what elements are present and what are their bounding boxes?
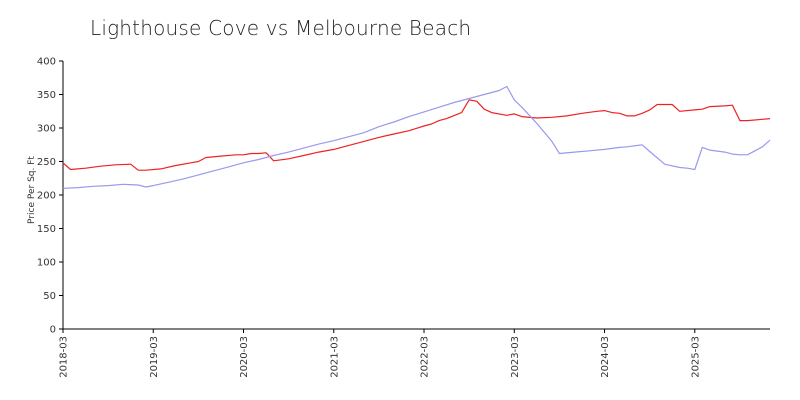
y-tick-label: 300 <box>37 124 56 135</box>
x-tick-label: 2022-03 <box>420 336 431 378</box>
axes-layer: 0 50 100 150 200 250 300 350 400 Price Per Sq. Ft… <box>27 57 770 378</box>
series-layer <box>62 85 771 189</box>
y-tick-label: 250 <box>37 157 56 168</box>
series-line-1 <box>62 99 771 171</box>
y-tick-label: 100 <box>37 258 56 269</box>
x-tick-label: 2019-03 <box>149 336 160 378</box>
chart-title: Lighthouse Cove vs Melbourne Beach <box>90 16 472 40</box>
y-tick-label: 50 <box>43 291 56 302</box>
y-tick-label: 200 <box>37 191 56 202</box>
x-tick-label: 2021-03 <box>329 336 340 378</box>
x-tick-label: 2023-03 <box>510 336 521 378</box>
y-axis-title: Price Per Sq. Ft <box>27 156 37 224</box>
series-line-2 <box>62 85 771 189</box>
x-tick-label: 2018-03 <box>59 336 70 378</box>
x-tick-label: 2025-03 <box>690 336 701 378</box>
y-tick-label: 400 <box>37 57 56 68</box>
y-tick-label: 0 <box>50 325 56 336</box>
y-tick-label: 150 <box>37 224 56 235</box>
y-tick-label: 350 <box>37 90 56 101</box>
x-tick-label: 2020-03 <box>239 336 250 378</box>
x-tick-label: 2024-03 <box>600 336 611 378</box>
